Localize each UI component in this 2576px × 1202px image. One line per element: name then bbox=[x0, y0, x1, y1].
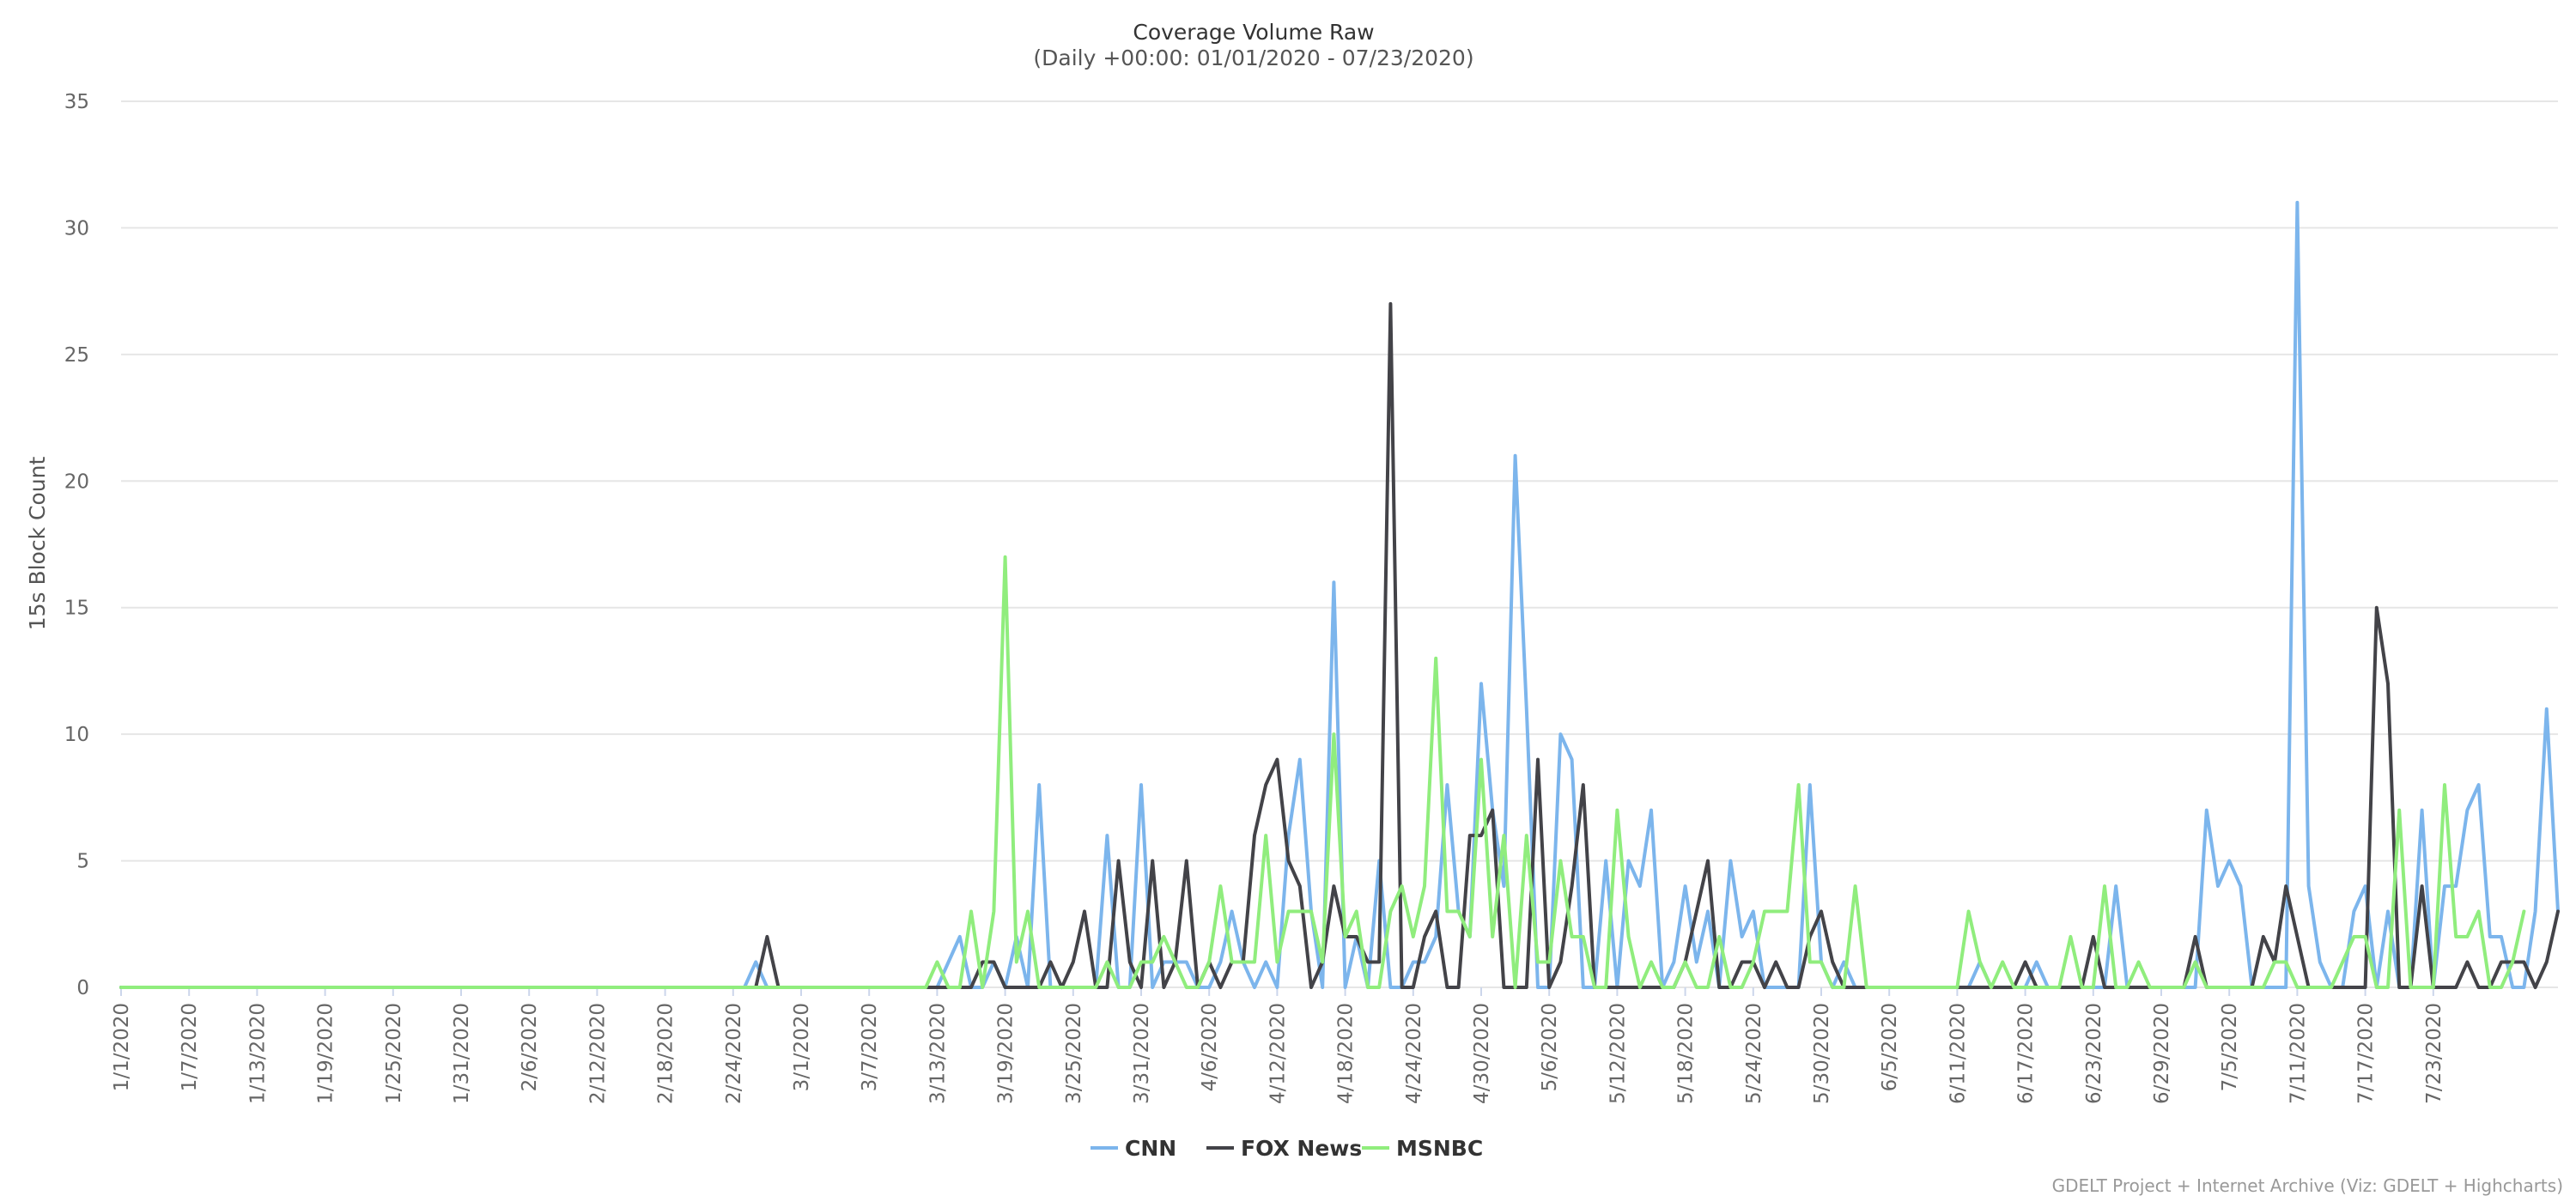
y-tick-label: 10 bbox=[64, 724, 89, 746]
x-tick-label: 5/6/2020 bbox=[1539, 1003, 1561, 1091]
x-tick-label: 6/29/2020 bbox=[2151, 1003, 2173, 1104]
x-tick-label: 3/13/2020 bbox=[927, 1003, 949, 1104]
legend-label: FOX News bbox=[1241, 1136, 1362, 1161]
x-tick-label: 4/6/2020 bbox=[1199, 1003, 1221, 1091]
x-tick-label: 7/23/2020 bbox=[2423, 1003, 2445, 1104]
y-tick-label: 5 bbox=[76, 851, 89, 873]
x-tick-label: 4/18/2020 bbox=[1335, 1003, 1358, 1104]
series-lines bbox=[119, 200, 2560, 989]
x-tick-label: 2/24/2020 bbox=[723, 1003, 745, 1104]
x-tick-label: 5/24/2020 bbox=[1743, 1003, 1765, 1104]
series-line-msnbc[interactable] bbox=[119, 555, 2526, 989]
y-tick-label: 35 bbox=[64, 91, 89, 113]
chart-credits[interactable]: GDELT Project + Internet Archive (Viz: G… bbox=[2052, 1175, 2563, 1196]
x-tick-label: 6/23/2020 bbox=[2083, 1003, 2105, 1104]
x-tick-label: 1/25/2020 bbox=[383, 1003, 405, 1104]
legend-item-msnbc[interactable]: MSNBC bbox=[1362, 1136, 1483, 1161]
legend-label: CNN bbox=[1125, 1136, 1176, 1161]
x-tick-label: 1/13/2020 bbox=[246, 1003, 269, 1104]
x-tick-label: 2/18/2020 bbox=[655, 1003, 677, 1104]
y-tick-label: 25 bbox=[64, 344, 89, 367]
x-tick-label: 3/1/2020 bbox=[791, 1003, 813, 1091]
x-tick-label: 6/5/2020 bbox=[1879, 1003, 1901, 1091]
x-tick-label: 4/24/2020 bbox=[1403, 1003, 1425, 1104]
chart-subtitle: (Daily +00:00: 01/01/2020 - 07/23/2020) bbox=[1033, 46, 1473, 70]
y-tick-label: 15 bbox=[64, 598, 89, 620]
x-tick-label: 7/5/2020 bbox=[2219, 1003, 2241, 1091]
x-tick-label: 7/11/2020 bbox=[2287, 1003, 2309, 1104]
y-tick-label: 20 bbox=[64, 470, 89, 493]
x-tick-label: 4/30/2020 bbox=[1471, 1003, 1493, 1104]
y-tick-label: 30 bbox=[64, 217, 89, 240]
x-tick-label: 7/17/2020 bbox=[2355, 1003, 2378, 1104]
x-tick-label: 2/12/2020 bbox=[586, 1003, 609, 1104]
chart-title: Coverage Volume Raw bbox=[1133, 20, 1374, 45]
x-axis-ticks: 1/1/2020 1/7/2020 1/13/2020 1/19/2020 1/25/2… bbox=[111, 987, 2445, 1104]
x-tick-label: 6/11/2020 bbox=[1947, 1003, 1969, 1104]
x-tick-label: 1/1/2020 bbox=[111, 1003, 133, 1091]
x-tick-label: 5/30/2020 bbox=[1811, 1003, 1833, 1104]
legend-item-fox-news[interactable]: FOX News bbox=[1206, 1136, 1362, 1161]
x-tick-label: 5/12/2020 bbox=[1607, 1003, 1629, 1104]
x-tick-label: 3/19/2020 bbox=[995, 1003, 1018, 1104]
x-tick-label: 2/6/2020 bbox=[519, 1003, 541, 1091]
legend-item-cnn[interactable]: CNN bbox=[1091, 1136, 1176, 1161]
series-line-fox-news[interactable] bbox=[119, 301, 2560, 989]
legend: CNN FOX News MSNBC bbox=[1091, 1136, 1483, 1161]
x-tick-label: 1/7/2020 bbox=[179, 1003, 201, 1091]
x-tick-label: 1/19/2020 bbox=[315, 1003, 337, 1104]
x-tick-label: 1/31/2020 bbox=[451, 1003, 473, 1104]
x-tick-label: 3/31/2020 bbox=[1131, 1003, 1153, 1104]
series-line-cnn[interactable] bbox=[119, 200, 2560, 989]
y-axis-label: 15s Block Count bbox=[25, 457, 50, 631]
y-tick-label: 0 bbox=[76, 977, 89, 999]
x-tick-label: 6/17/2020 bbox=[2015, 1003, 2038, 1104]
legend-label: MSNBC bbox=[1396, 1136, 1483, 1161]
x-tick-label: 3/7/2020 bbox=[859, 1003, 881, 1091]
y-axis-ticks: 0 5 10 15 20 25 30 35 bbox=[64, 91, 89, 999]
x-tick-label: 5/18/2020 bbox=[1675, 1003, 1698, 1104]
x-tick-label: 4/12/2020 bbox=[1267, 1003, 1289, 1104]
x-tick-label: 3/25/2020 bbox=[1063, 1003, 1085, 1104]
